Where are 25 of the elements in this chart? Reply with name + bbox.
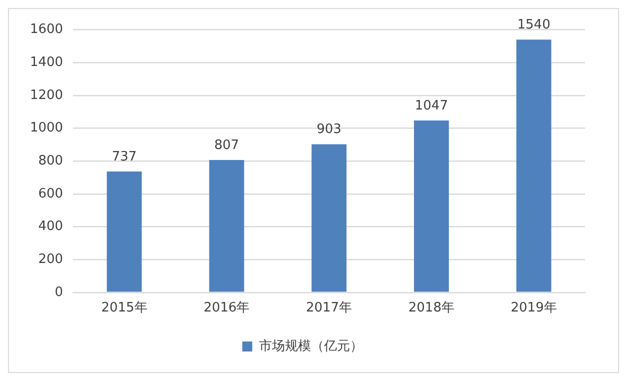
y-tick-label: 400 bbox=[38, 219, 64, 234]
y-tick-label: 0 bbox=[54, 284, 64, 300]
y-tick-label: 1200 bbox=[30, 88, 64, 103]
x-tick-label: 2015年 bbox=[101, 300, 148, 316]
data-label: 1047 bbox=[414, 98, 448, 114]
data-label: 807 bbox=[214, 138, 240, 153]
bar bbox=[414, 120, 449, 292]
x-tick-label: 2017年 bbox=[306, 300, 352, 316]
data-label: 1540 bbox=[517, 18, 550, 33]
x-tick-label: 2016年 bbox=[204, 300, 250, 316]
data-label: 737 bbox=[112, 149, 137, 164]
bar bbox=[106, 171, 142, 292]
legend-label: 市场规模（亿元） bbox=[258, 338, 363, 354]
bar bbox=[312, 144, 346, 292]
y-tick-label: 1400 bbox=[30, 55, 64, 70]
y-tick-label: 600 bbox=[38, 186, 64, 202]
x-tick-label: 2019年 bbox=[510, 300, 557, 316]
x-tick-label: 2018年 bbox=[408, 300, 454, 316]
bar bbox=[516, 40, 552, 292]
y-tick-label: 1000 bbox=[30, 120, 64, 136]
data-label: 903 bbox=[316, 122, 342, 138]
y-tick-label: 800 bbox=[38, 153, 64, 168]
bar bbox=[209, 160, 244, 292]
y-tick-label: 1600 bbox=[30, 22, 64, 38]
y-tick-label: 200 bbox=[38, 252, 64, 267]
